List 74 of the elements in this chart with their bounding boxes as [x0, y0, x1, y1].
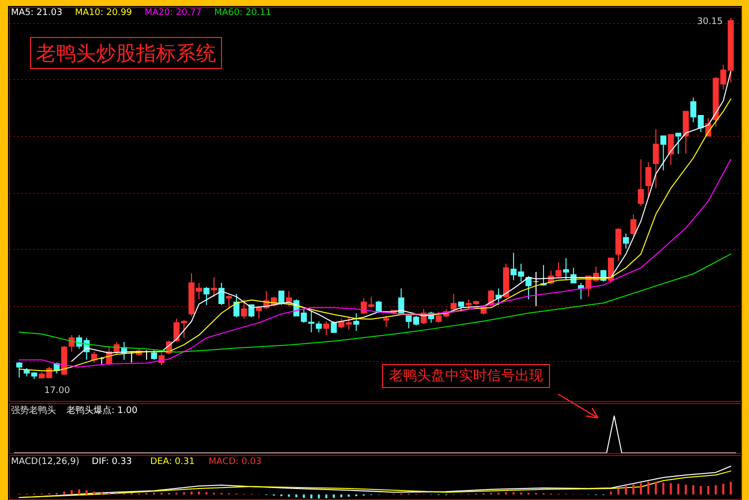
candlestick — [630, 214, 636, 237]
bar — [624, 486, 627, 494]
bar — [198, 492, 200, 494]
bar — [647, 482, 650, 494]
bar — [640, 483, 642, 494]
candlestick — [383, 315, 390, 328]
bar — [86, 490, 88, 494]
candlestick — [668, 134, 674, 166]
bar — [93, 492, 96, 494]
candlestick — [645, 162, 652, 198]
bar — [714, 485, 717, 494]
text: MA20: 20.77 — [144, 8, 202, 18]
candlestick — [638, 158, 644, 207]
chart-title: 强势老鸭头 — [11, 405, 56, 416]
bar — [677, 484, 680, 494]
bar — [700, 486, 702, 494]
text: DEA: 0.31 — [150, 457, 195, 467]
candlestick — [652, 128, 659, 189]
bar — [684, 484, 687, 494]
bar — [63, 492, 66, 494]
annotation: 30.15 — [696, 16, 723, 27]
annotation: 老鸭头炒股指标系统 — [30, 37, 222, 69]
candlestick — [203, 286, 210, 306]
bar — [310, 494, 312, 498]
bar — [632, 484, 634, 494]
candlestick — [151, 350, 158, 360]
candlestick — [218, 282, 224, 306]
candlestick — [240, 298, 247, 320]
candlestick — [278, 290, 284, 306]
candlestick — [323, 320, 330, 336]
candlestick — [562, 258, 569, 281]
candlestick — [210, 276, 217, 298]
candlestick — [376, 300, 382, 314]
candlestick — [226, 294, 232, 308]
candlestick — [534, 271, 539, 307]
annotation: 17.00 — [44, 386, 70, 396]
candlestick — [608, 258, 614, 284]
text: MA60: 20.11 — [214, 8, 272, 18]
bar — [295, 494, 298, 498]
bar — [670, 483, 672, 494]
bar — [692, 485, 694, 494]
candlestick — [353, 312, 360, 332]
candlestick — [578, 282, 584, 300]
candlestick — [660, 136, 666, 171]
candlestick — [450, 293, 457, 311]
text: MA10: 20.99 — [75, 8, 132, 18]
bar — [610, 492, 612, 494]
candlestick — [16, 362, 22, 378]
bar — [332, 494, 335, 498]
candlestick — [233, 293, 240, 318]
bar — [707, 486, 710, 494]
bar — [340, 494, 342, 498]
text: MA5: 21.03 — [11, 8, 62, 18]
bar — [78, 489, 80, 494]
candlestick — [622, 233, 629, 250]
chart-title: MACD(12,26,9) — [11, 457, 80, 467]
bar — [302, 494, 305, 498]
bar — [654, 482, 657, 494]
text: MACD: 0.03 — [208, 457, 262, 467]
candlestick — [398, 288, 404, 314]
text: 老鸭头爆点: 1.00 — [66, 405, 138, 416]
bar — [318, 494, 320, 498]
bar — [617, 488, 620, 494]
candlestick — [330, 320, 337, 333]
bar — [325, 494, 328, 498]
candlestick — [248, 304, 254, 318]
bar — [662, 482, 664, 494]
text: DIF: 0.33 — [92, 457, 132, 467]
bar — [730, 482, 732, 494]
bar — [70, 490, 73, 494]
annotation: 老鸭头盘中实时信号出现 — [382, 364, 550, 388]
bar — [190, 492, 193, 494]
candlestick — [675, 132, 682, 154]
bar — [722, 484, 724, 494]
